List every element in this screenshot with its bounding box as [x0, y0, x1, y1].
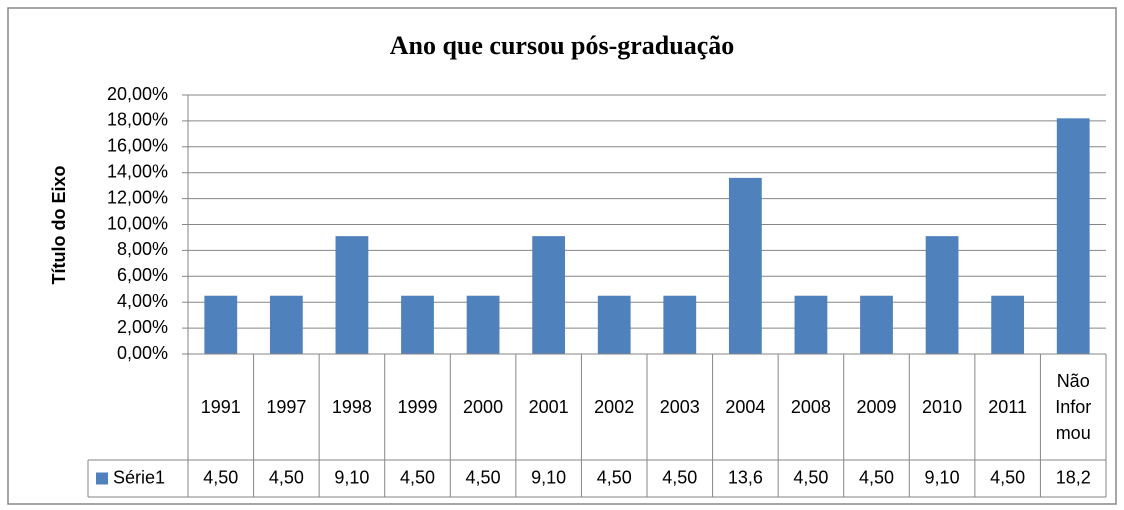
- category-cell: Não Informou: [1040, 354, 1106, 460]
- y-tick-label: 20,00%: [107, 84, 168, 104]
- category-cell: 1997: [254, 354, 320, 460]
- y-tick-label: 18,00%: [107, 110, 168, 130]
- category-cell: 2001: [516, 354, 582, 460]
- data-label: 4,50: [990, 467, 1025, 487]
- bar: [728, 177, 762, 354]
- bar: [794, 295, 828, 354]
- category-cell: 2009: [844, 354, 910, 460]
- category-cell: 2011: [975, 354, 1041, 460]
- category-cell: 2002: [581, 354, 647, 460]
- bar: [860, 295, 893, 354]
- bar: [663, 295, 697, 354]
- data-label: 9,10: [334, 467, 369, 487]
- legend-label: Série1: [113, 467, 165, 487]
- data-label: 18,2: [1056, 467, 1091, 487]
- category-cell: 2004: [713, 354, 779, 460]
- bar: [204, 295, 238, 354]
- y-tick-label: 12,00%: [107, 187, 168, 207]
- category-cell: 2008: [778, 354, 844, 460]
- data-label: 4,50: [662, 467, 697, 487]
- bar: [532, 236, 566, 354]
- category-cell: 1999: [385, 354, 451, 460]
- x-tick-label: 1991: [200, 397, 241, 417]
- chart-title: Ano que cursou pós-graduação: [390, 31, 735, 60]
- bar: [466, 295, 500, 354]
- x-tick-label: 2003: [659, 397, 700, 417]
- data-label: 4,50: [597, 467, 632, 487]
- data-label: 4,50: [859, 467, 894, 487]
- category-cell: 2010: [909, 354, 975, 460]
- bar: [1056, 118, 1090, 354]
- y-tick-label: 0,00%: [117, 343, 168, 363]
- data-label: 4,50: [793, 467, 828, 487]
- category-cell: 1998: [319, 354, 385, 460]
- bar: [597, 295, 631, 354]
- category-cell: 2009: [844, 354, 910, 460]
- category-cell: 1999: [385, 354, 451, 460]
- x-tick-label: Não Informou: [1055, 371, 1092, 443]
- y-tick-label: 4,00%: [117, 291, 168, 311]
- bar: [991, 295, 1025, 354]
- y-tick-label: 14,00%: [107, 161, 168, 181]
- x-tick-label: 2011: [988, 397, 1027, 417]
- category-cell: 2004: [713, 354, 779, 460]
- data-label: 13,6: [728, 467, 763, 487]
- category-cell: 1991: [188, 354, 254, 460]
- bar: [925, 236, 959, 354]
- y-tick-label: 16,00%: [107, 136, 168, 156]
- category-cell: 2001: [516, 354, 582, 460]
- category-cell: 1998: [319, 354, 385, 460]
- category-cell: 2003: [647, 354, 713, 460]
- category-cell: 2008: [778, 354, 844, 460]
- x-tick-label: 1997: [266, 397, 307, 417]
- x-tick-label: 2000: [463, 397, 504, 417]
- category-cell: 2010: [909, 354, 975, 460]
- category-cell: 2002: [581, 354, 647, 460]
- bar: [269, 295, 303, 354]
- y-tick-label: 10,00%: [107, 213, 168, 233]
- bar: [335, 236, 369, 354]
- x-tick-label: 2010: [922, 397, 963, 417]
- x-tick-label: 2008: [790, 397, 831, 417]
- category-cell: 2000: [450, 354, 516, 460]
- y-tick-label: 8,00%: [117, 239, 168, 259]
- y-tick-label: 2,00%: [117, 317, 168, 337]
- x-tick-label: 1999: [397, 397, 438, 417]
- legend-swatch: [96, 472, 108, 485]
- data-label: 4,50: [269, 467, 304, 487]
- x-tick-label: 2004: [725, 397, 766, 417]
- bar: [401, 295, 434, 354]
- data-label: 9,10: [925, 467, 960, 487]
- data-label: 4,50: [466, 467, 501, 487]
- category-cell: 2003: [647, 354, 713, 460]
- x-tick-label: 2002: [594, 397, 635, 417]
- y-axis-title: Título do Eixo: [49, 166, 69, 285]
- category-cell: Não Informou: [1040, 354, 1106, 460]
- data-label: 4,50: [203, 467, 238, 487]
- data-label: 4,50: [400, 467, 435, 487]
- y-tick-label: 6,00%: [117, 265, 168, 285]
- data-label: 9,10: [531, 467, 566, 487]
- x-tick-label: 1998: [331, 397, 372, 417]
- x-tick-label: 2009: [856, 397, 897, 417]
- category-cell: 1997: [254, 354, 320, 460]
- category-cell: 1991: [188, 354, 254, 460]
- category-cell: 2011: [975, 354, 1041, 460]
- category-cell: 2000: [450, 354, 516, 460]
- x-tick-label: 2001: [528, 397, 569, 417]
